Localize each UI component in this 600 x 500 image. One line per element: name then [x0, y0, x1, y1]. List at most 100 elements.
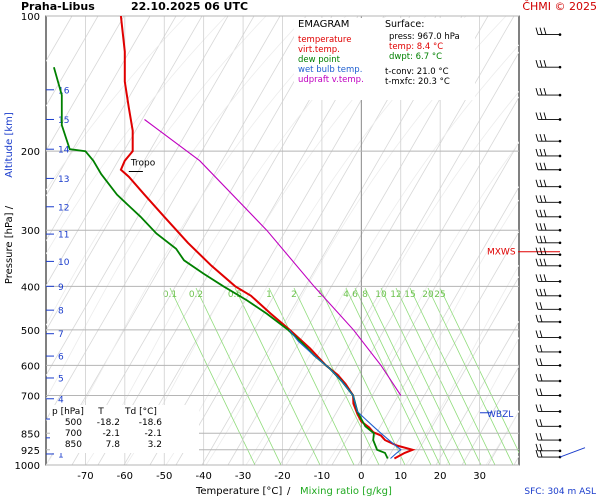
- level-table-row: 850 7.8 3.2: [64, 440, 162, 450]
- header-td: Td [°C]: [125, 407, 157, 417]
- wind-barb-feather: [539, 419, 543, 427]
- surface-temp: temp: 8.4 °C: [389, 42, 444, 52]
- datetime-title: 22.10.2025 06 UTC: [131, 0, 249, 13]
- altitude-tick-label: 10: [58, 258, 70, 268]
- moist-adiabat: [245, 44, 519, 465]
- y-axis-pressure-label: Pressure [hPa] /: [4, 205, 15, 284]
- mixing-ratio-tick: 2: [291, 290, 297, 300]
- pressure-tick-label: 100: [21, 12, 40, 23]
- altitude-tick-label: 16: [58, 86, 70, 96]
- wind-barb-dot: [558, 139, 562, 143]
- wind-barb-feather: [535, 432, 539, 441]
- wind-barb-feather: [543, 235, 547, 243]
- wind-barb-dot: [558, 364, 562, 367]
- wind-barb-feather: [539, 432, 543, 441]
- altitude-tick-label: 14: [58, 146, 70, 156]
- pressure-tick-label: 200: [21, 147, 40, 158]
- dry-adiabat: [46, 16, 281, 421]
- wind-barb-feather: [535, 112, 539, 120]
- surface-tconv: t-conv: 21.0 °C: [385, 67, 449, 77]
- wind-barb-dot: [558, 280, 562, 283]
- wind-barb-feather: [535, 87, 539, 96]
- wind-barb-dot: [558, 438, 562, 442]
- altitude-tick-label: 13: [58, 175, 69, 185]
- wind-barb-feather: [539, 302, 543, 310]
- wind-barb-feather: [535, 274, 539, 282]
- wind-barb-feather: [543, 258, 547, 266]
- surface-info: Surface: press: 967.0 hPa temp: 8.4 °C d…: [381, 18, 475, 100]
- wind-barb-dot: [558, 168, 562, 172]
- wind-barb-feather: [543, 223, 547, 231]
- x-tick-label: -30: [235, 471, 251, 482]
- wind-barb-feather: [535, 314, 539, 323]
- wind-barb-feather: [539, 247, 543, 255]
- wind-barb-feather: [535, 449, 539, 458]
- dry-adiabat: [46, 16, 125, 152]
- mixing-ratio-tick: 10: [375, 290, 387, 300]
- pressure-tick-label: 400: [21, 282, 40, 293]
- wind-barb-dot: [558, 241, 562, 245]
- pressure-tick-label: 1000: [15, 461, 40, 472]
- legend-item-dew-point: dew point: [298, 55, 340, 65]
- mixing-ratio-tick: 6: [352, 290, 358, 300]
- mixing-ratio-line: [427, 287, 514, 465]
- wind-barb-dot: [558, 118, 562, 121]
- wind-barb-feather: [535, 195, 539, 203]
- x-axis-label: Temperature [°C]: [196, 486, 283, 497]
- dry-adiabat: [46, 16, 203, 287]
- x-tick-label: 20: [434, 471, 447, 482]
- mixing-ratio-line: [319, 287, 406, 465]
- wind-barb-dot: [558, 154, 562, 158]
- series-wet-bulb-temp-: [288, 329, 402, 459]
- altitude-tick-label: 7: [58, 330, 64, 340]
- wbzl-label: WBZL: [487, 410, 513, 420]
- moist-adiabat: [46, 16, 307, 400]
- dry-adiabat: [409, 275, 519, 465]
- moist-adiabat: [566, 16, 600, 465]
- x-tick-label: 0: [358, 471, 364, 482]
- pressure-tick-label: 500: [21, 326, 40, 337]
- pressure-tick-label: 300: [21, 226, 40, 237]
- wind-barb-dot: [558, 253, 562, 256]
- wind-barb-feather: [539, 373, 543, 382]
- wind-barb-dot: [558, 307, 562, 311]
- dry-adiabat: [46, 16, 151, 197]
- wind-barb-dot: [558, 449, 562, 453]
- pressure-tick-label: 925: [21, 446, 40, 457]
- wind-barb-feather: [539, 358, 543, 366]
- mixing-ratio-line: [354, 287, 441, 465]
- wind-barb-feather: [535, 358, 539, 366]
- x-tick-label: 10: [394, 471, 407, 482]
- mixing-ratio-line: [364, 287, 451, 465]
- dry-adiabat: [592, 16, 600, 465]
- wind-barb-feather: [539, 404, 543, 412]
- surface-title: Surface:: [385, 19, 425, 30]
- wind-barb-feather: [543, 195, 547, 203]
- dry-adiabat: [540, 16, 600, 465]
- wind-barb-feather: [535, 209, 539, 217]
- wind-barb-feather: [535, 162, 539, 170]
- wind-barb-feather: [535, 235, 539, 243]
- x-tick-label: -60: [117, 471, 133, 482]
- surface-press: press: 967.0 hPa: [389, 32, 460, 42]
- dry-adiabat: [46, 16, 307, 465]
- moist-adiabat: [365, 199, 519, 465]
- x-tick-label: -10: [314, 471, 330, 482]
- mixing-ratio-tick: 0.1: [163, 290, 177, 300]
- wind-barb-feather: [539, 60, 543, 68]
- moist-adiabat: [485, 410, 519, 465]
- credit-label: ČHMI © 2025: [522, 0, 597, 13]
- dry-adiabat: [513, 455, 519, 465]
- series-udpraft-v-temp-: [144, 119, 402, 396]
- altitude-tick-label: 12: [58, 203, 69, 213]
- altitude-tick-label: 1: [58, 450, 64, 460]
- wind-barb-dot: [558, 33, 562, 36]
- wind-barb-feather: [543, 179, 547, 187]
- surface-tmxfc: t-mxfc: 20.3 °C: [385, 77, 450, 87]
- altitude-tick-label: 4: [58, 395, 64, 405]
- dry-adiabat: [46, 16, 177, 242]
- wind-barb-feather: [535, 388, 539, 396]
- wind-barb-dot: [558, 185, 562, 189]
- legend-title: EMAGRAM: [298, 19, 350, 30]
- wind-barb-feather: [539, 449, 543, 458]
